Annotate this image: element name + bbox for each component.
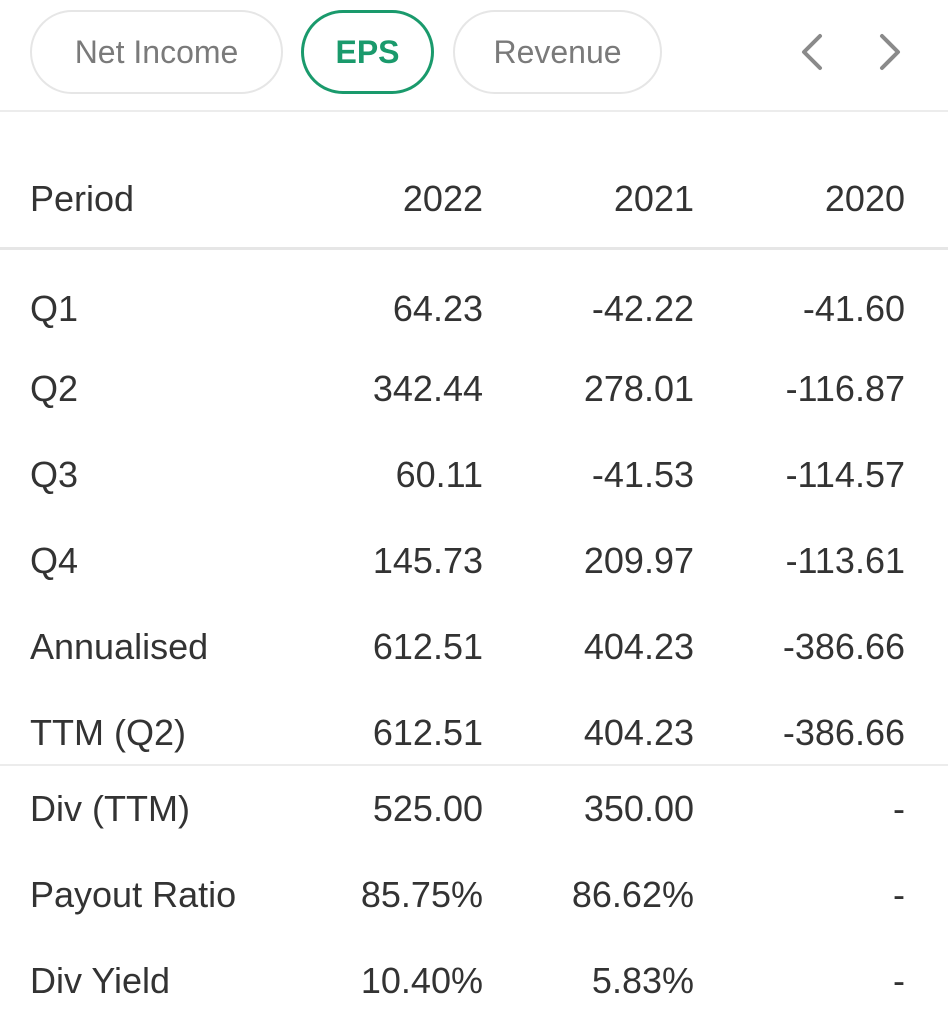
chevron-left-icon	[802, 34, 822, 70]
cell-2020: -113.61	[785, 540, 905, 581]
cell-2021: -42.22	[591, 288, 694, 329]
table-row: Q3 60.11 -41.53 -114.57	[0, 422, 948, 508]
cell-2020: -386.66	[782, 712, 905, 753]
cell-2022: 612.51	[372, 626, 483, 667]
row-label: Payout Ratio	[30, 874, 237, 915]
table-row: Annualised 612.51 404.23 -386.66	[0, 594, 948, 680]
cell-2021: 404.23	[583, 712, 694, 753]
cell-2022: 85.75%	[360, 874, 483, 915]
cell-2021: 350.00	[583, 788, 694, 829]
cell-2022: 64.23	[392, 288, 483, 329]
row-label: Q4	[30, 540, 79, 581]
tab-eps[interactable]: EPS	[301, 10, 434, 94]
cell-2021: 278.01	[583, 368, 694, 409]
cell-2020: -114.57	[785, 454, 905, 495]
dividend-row: Payout Ratio 85.75% 86.62% -	[0, 852, 948, 938]
cell-2021: 5.83%	[591, 960, 694, 1001]
row-label: Annualised	[30, 626, 209, 667]
dividend-row: Div (TTM) 525.00 350.00 -	[0, 766, 948, 852]
cell-2021: 86.62%	[571, 874, 694, 915]
cell-2021: 209.97	[583, 540, 694, 581]
row-label: TTM (Q2)	[30, 712, 186, 753]
row-label: Div (TTM)	[30, 788, 190, 829]
dividend-row: Div Yield 10.40% 5.83% -	[0, 938, 948, 1024]
row-label: Div Yield	[30, 960, 171, 1001]
cell-2021: 404.23	[583, 626, 694, 667]
table-row: Q1 64.23 -42.22 -41.60	[0, 250, 948, 336]
next-button[interactable]	[870, 30, 910, 74]
cell-2020: -	[893, 788, 905, 829]
header-period: Period	[30, 178, 135, 219]
table-header-row: Period 2022 2021 2020	[0, 112, 948, 250]
header-2022: 2022	[402, 178, 483, 219]
row-label: Q3	[30, 454, 79, 495]
table-row: Q4 145.73 209.97 -113.61	[0, 508, 948, 594]
table-row: Q2 342.44 278.01 -116.87	[0, 336, 948, 422]
cell-2020: -	[893, 960, 905, 1001]
cell-2022: 342.44	[372, 368, 483, 409]
cell-2020: -	[893, 874, 905, 915]
cell-2022: 145.73	[372, 540, 483, 581]
row-label: Q1	[30, 288, 79, 329]
prev-button[interactable]	[792, 30, 832, 74]
cell-2022: 10.40%	[360, 960, 483, 1001]
tab-revenue[interactable]: Revenue	[453, 10, 662, 94]
chevron-right-icon	[880, 34, 900, 70]
cell-2020: -41.60	[802, 288, 905, 329]
cell-2020: -386.66	[782, 626, 905, 667]
tab-net-income[interactable]: Net Income	[30, 10, 283, 94]
eps-table: Period 2022 2021 2020 Q1 64.23 -42.22 -4…	[0, 112, 948, 1024]
header-2021: 2021	[613, 178, 694, 219]
cell-2022: 612.51	[372, 712, 483, 753]
cell-2021: -41.53	[591, 454, 694, 495]
cell-2022: 60.11	[395, 454, 483, 495]
metric-tabs-bar: Net Income EPS Revenue	[0, 0, 948, 112]
cell-2020: -116.87	[785, 368, 905, 409]
table-row: TTM (Q2) 612.51 404.23 -386.66	[0, 680, 948, 766]
row-label: Q2	[30, 368, 79, 409]
header-2020: 2020	[824, 178, 905, 219]
cell-2022: 525.00	[372, 788, 483, 829]
